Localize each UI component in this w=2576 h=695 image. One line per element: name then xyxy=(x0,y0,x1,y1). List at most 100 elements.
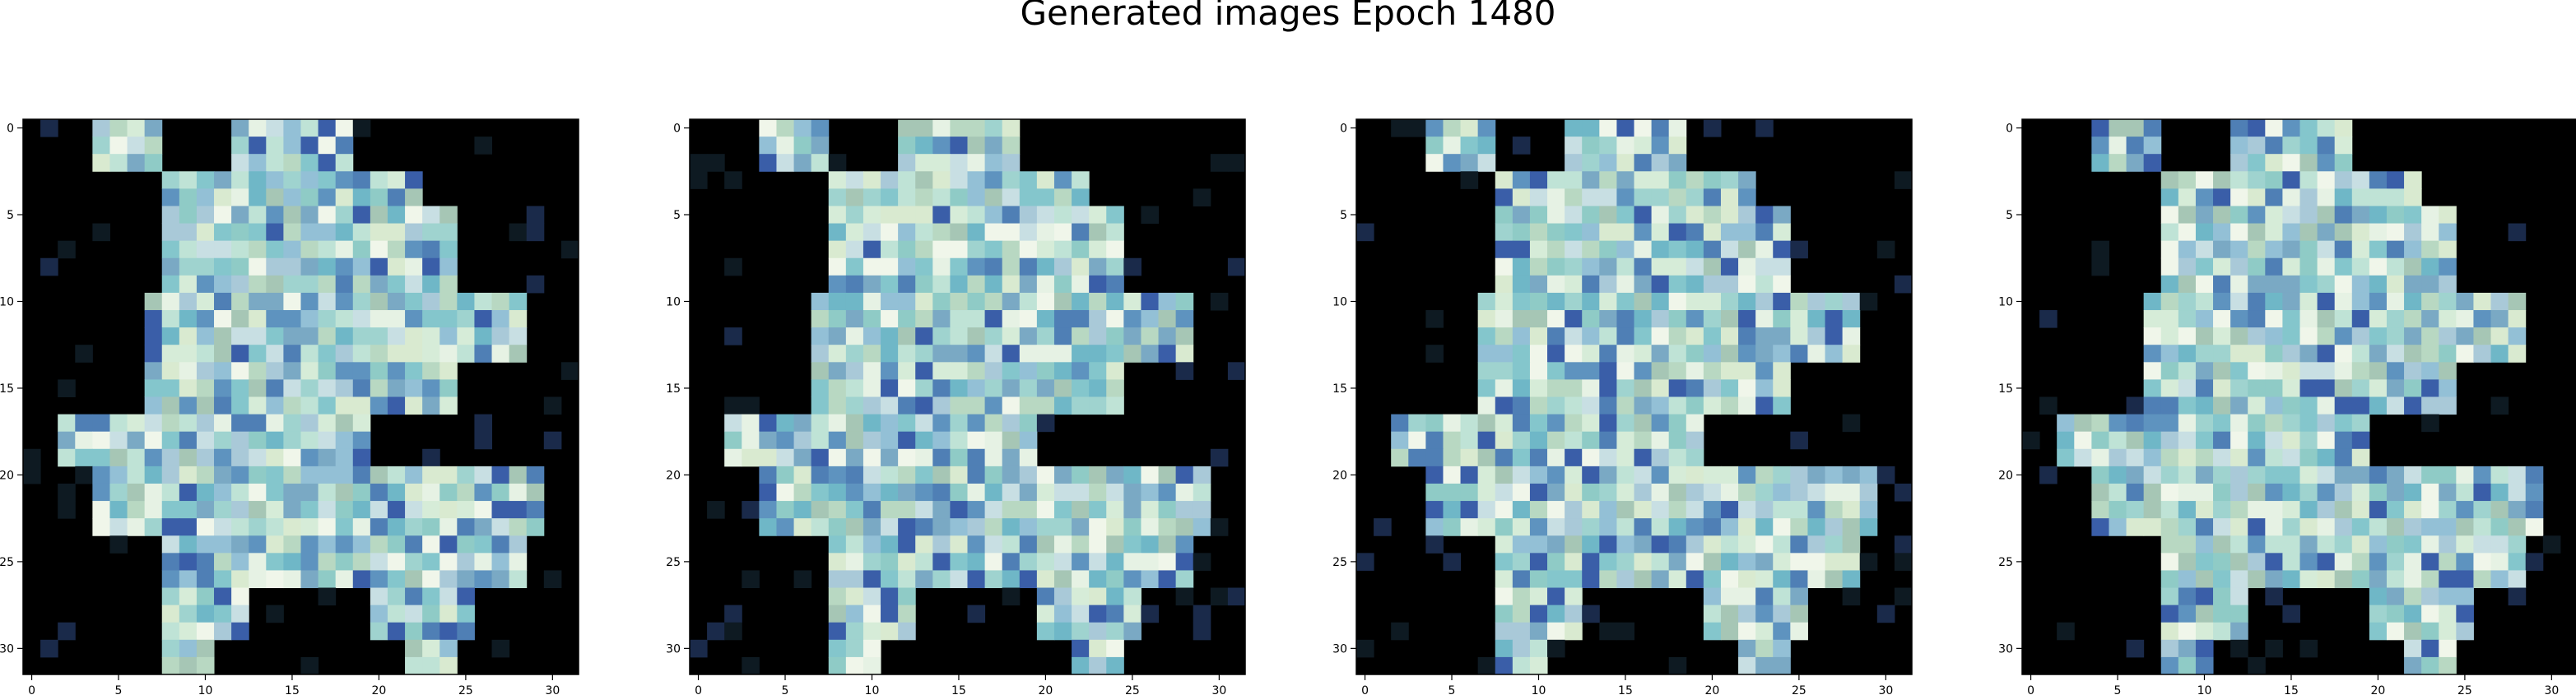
image-pixel xyxy=(2109,518,2127,536)
image-pixel xyxy=(2248,483,2266,502)
image-pixel xyxy=(196,345,215,363)
image-pixel xyxy=(214,535,232,554)
x-tick-label: 5 xyxy=(1448,684,1456,695)
image-pixel xyxy=(2265,206,2283,225)
image-pixel xyxy=(984,396,1003,415)
image-pixel xyxy=(109,483,128,502)
image-pixel xyxy=(318,379,337,397)
image-pixel xyxy=(491,292,510,311)
image-pixel xyxy=(439,206,458,225)
image-pixel xyxy=(845,240,864,259)
image-pixel xyxy=(1720,622,1739,641)
image-pixel xyxy=(1106,327,1124,345)
image-pixel xyxy=(1738,292,1756,311)
image-pixel xyxy=(2299,257,2318,276)
image-pixel xyxy=(881,396,899,415)
image-pixel xyxy=(2299,414,2318,433)
image-pixel xyxy=(724,431,742,450)
image-pixel xyxy=(898,431,916,450)
image-pixel xyxy=(1842,345,1861,363)
image-pixel xyxy=(2386,171,2405,189)
image-pixel xyxy=(2160,587,2179,606)
image-pixel xyxy=(2439,587,2457,606)
image-pixel xyxy=(2230,605,2248,623)
image-pixel xyxy=(214,501,232,519)
image-pixel xyxy=(1193,553,1211,571)
image-pixel xyxy=(2351,518,2370,536)
image-pixel xyxy=(1425,431,1444,450)
image-pixel xyxy=(1755,223,1774,242)
image-pixel xyxy=(2039,466,2058,484)
image-pixel xyxy=(1002,587,1021,606)
image-pixel xyxy=(863,396,881,415)
image-pixel xyxy=(214,188,232,206)
image-pixel xyxy=(1036,483,1055,502)
image-pixel xyxy=(1668,483,1687,502)
image-pixel xyxy=(967,188,986,206)
image-pixel xyxy=(1616,379,1634,397)
image-pixel xyxy=(196,656,215,675)
image-pixel xyxy=(2091,518,2109,536)
image-pixel xyxy=(1529,223,1548,242)
image-pixel xyxy=(1773,570,1791,589)
image-pixel xyxy=(352,188,371,206)
image-pixel xyxy=(881,466,899,484)
image-pixel xyxy=(2230,119,2248,137)
image-pixel xyxy=(1443,483,1462,502)
image-pixel xyxy=(1495,570,1514,589)
image-pixel xyxy=(2265,396,2283,415)
image-pixel xyxy=(1668,362,1687,380)
image-pixel xyxy=(2317,379,2336,397)
image-pixel xyxy=(1529,622,1548,641)
image-pixel xyxy=(1019,171,1038,189)
image-pixel xyxy=(2213,206,2231,225)
image-pixel xyxy=(2473,483,2492,502)
image-pixel xyxy=(249,483,267,502)
image-pixel xyxy=(2421,414,2439,433)
image-pixel xyxy=(1582,257,1600,276)
image-pixel xyxy=(2282,188,2300,206)
image-pixel xyxy=(932,553,951,571)
image-pixel xyxy=(491,639,510,658)
image-pixel xyxy=(915,553,933,571)
image-pixel xyxy=(2160,639,2179,658)
image-pixel xyxy=(1158,535,1177,554)
image-pixel xyxy=(863,345,881,363)
image-pixel xyxy=(1356,553,1374,571)
image-pixel xyxy=(1582,448,1600,467)
y-tick-label: 20 xyxy=(1998,469,2013,482)
image-pixel xyxy=(179,483,198,502)
image-pixel xyxy=(881,257,899,276)
image-pixel xyxy=(300,137,319,155)
image-pixel xyxy=(1565,518,1583,536)
image-pixel xyxy=(1036,188,1055,206)
image-pixel xyxy=(300,396,319,415)
image-pixel xyxy=(422,553,440,571)
image-pixel xyxy=(1616,171,1634,189)
image-pixel xyxy=(75,345,93,363)
image-pixel xyxy=(742,396,760,415)
image-pixel xyxy=(1547,501,1565,519)
image-pixel xyxy=(2404,396,2422,415)
image-pixel xyxy=(863,656,881,675)
image-pixel xyxy=(898,448,916,467)
image-pixel xyxy=(984,570,1003,589)
image-pixel xyxy=(2109,431,2127,450)
image-pixel xyxy=(2421,275,2439,294)
image-pixel xyxy=(1529,483,1548,502)
image-pixel xyxy=(2456,345,2474,363)
image-pixel xyxy=(1141,345,1160,363)
image-pixel xyxy=(179,448,198,467)
image-pixel xyxy=(1019,292,1038,311)
image-pixel xyxy=(1773,518,1791,536)
image-pixel xyxy=(2334,188,2353,206)
image-pixel xyxy=(2421,656,2439,675)
image-pixel xyxy=(2404,501,2422,519)
image-pixel xyxy=(405,310,423,328)
image-pixel xyxy=(1175,501,1194,519)
image-pixel xyxy=(2386,518,2405,536)
image-pixel xyxy=(1720,275,1739,294)
image-pixel xyxy=(2421,622,2439,641)
image-pixel xyxy=(950,483,968,502)
image-pixel xyxy=(1053,587,1072,606)
